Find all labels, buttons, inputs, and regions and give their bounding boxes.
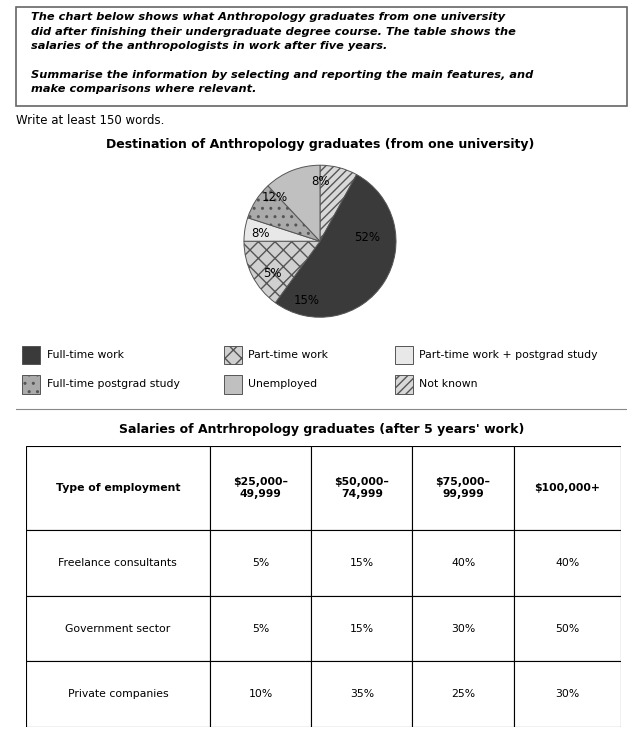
Bar (413, 446, 514, 531)
Text: Not known: Not known (419, 379, 478, 390)
Text: Salaries of Antrhropology graduates (after 5 years' work): Salaries of Antrhropology graduates (aft… (119, 423, 524, 436)
FancyBboxPatch shape (224, 346, 242, 365)
Text: 8%: 8% (311, 175, 329, 189)
Text: Type of employment: Type of employment (56, 483, 180, 493)
Bar (514, 446, 621, 531)
Bar (514, 596, 621, 662)
Text: $100,000+: $100,000+ (534, 483, 600, 493)
Bar (311, 596, 413, 662)
FancyBboxPatch shape (395, 346, 413, 365)
Text: 40%: 40% (555, 558, 579, 568)
Text: 52%: 52% (354, 231, 380, 244)
Wedge shape (268, 165, 320, 241)
Text: 5%: 5% (264, 267, 282, 280)
Bar (26, 596, 210, 662)
Text: 10%: 10% (248, 689, 273, 700)
Text: Part-time work: Part-time work (248, 350, 328, 360)
Text: 35%: 35% (350, 689, 374, 700)
Bar (514, 531, 621, 596)
Text: $25,000–
49,999: $25,000– 49,999 (233, 477, 288, 499)
Text: 15%: 15% (350, 624, 374, 634)
Text: Part-time work + postgrad study: Part-time work + postgrad study (419, 350, 598, 360)
Text: $50,000–
74,999: $50,000– 74,999 (335, 477, 389, 499)
Text: 5%: 5% (252, 558, 269, 568)
Bar (311, 531, 413, 596)
Bar (26, 531, 210, 596)
Wedge shape (320, 165, 356, 241)
Text: Freelance consultants: Freelance consultants (58, 558, 177, 568)
Text: 30%: 30% (451, 624, 475, 634)
Text: 25%: 25% (451, 689, 475, 700)
Text: 12%: 12% (261, 191, 287, 204)
Text: Government sector: Government sector (65, 624, 170, 634)
FancyBboxPatch shape (16, 7, 627, 106)
Wedge shape (244, 218, 320, 241)
FancyBboxPatch shape (224, 375, 242, 394)
Bar (210, 662, 311, 727)
Text: Write at least 150 words.: Write at least 150 words. (16, 114, 164, 127)
Wedge shape (248, 186, 320, 241)
Text: Full-time work: Full-time work (47, 350, 124, 360)
Text: Private companies: Private companies (68, 689, 168, 700)
Text: 15%: 15% (350, 558, 374, 568)
Text: Destination of Anthropology graduates (from one university): Destination of Anthropology graduates (f… (106, 138, 534, 151)
Text: 15%: 15% (293, 294, 319, 307)
FancyBboxPatch shape (22, 346, 40, 365)
Bar (26, 446, 210, 531)
Text: $75,000–
99,999: $75,000– 99,999 (436, 477, 491, 499)
Bar (514, 662, 621, 727)
Text: 40%: 40% (451, 558, 475, 568)
Bar (413, 531, 514, 596)
Text: The chart below shows what Anthropology graduates from one university
did after : The chart below shows what Anthropology … (31, 12, 534, 94)
FancyBboxPatch shape (22, 375, 40, 394)
Bar (210, 446, 311, 531)
Bar (413, 662, 514, 727)
Text: 50%: 50% (555, 624, 579, 634)
Text: Full-time postgrad study: Full-time postgrad study (47, 379, 179, 390)
Text: Unemployed: Unemployed (248, 379, 317, 390)
Text: 8%: 8% (252, 227, 270, 240)
Bar (210, 531, 311, 596)
FancyBboxPatch shape (395, 375, 413, 394)
Bar (413, 596, 514, 662)
Bar (311, 446, 413, 531)
Text: 30%: 30% (555, 689, 579, 700)
Wedge shape (275, 175, 396, 317)
Bar (210, 596, 311, 662)
Wedge shape (244, 241, 320, 303)
Bar (26, 662, 210, 727)
Bar (311, 662, 413, 727)
Text: 5%: 5% (252, 624, 269, 634)
